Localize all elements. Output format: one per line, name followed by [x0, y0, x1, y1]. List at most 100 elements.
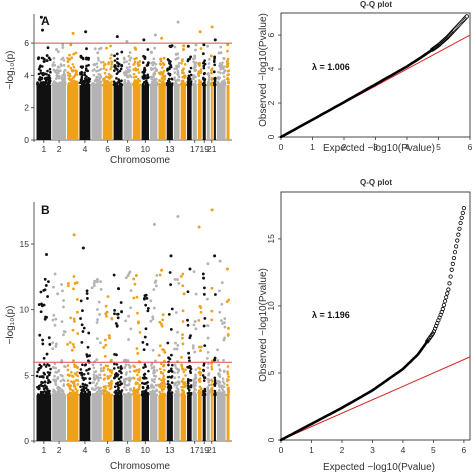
snp-point [93, 79, 97, 82]
snp-point [226, 49, 229, 53]
qq-b-observed-point [459, 215, 464, 220]
snp-point [197, 319, 201, 322]
snp-point [125, 371, 128, 374]
peak-snp-point [96, 51, 100, 55]
snp-point [212, 70, 216, 74]
snp-point [61, 79, 65, 83]
snp-point [154, 359, 157, 363]
snp-point [87, 359, 90, 363]
snp-point [226, 59, 229, 63]
snp-point [76, 374, 80, 378]
snp-point [81, 382, 85, 386]
snp-point [161, 80, 165, 84]
snp-point [163, 74, 167, 78]
snp-point [177, 281, 181, 285]
snp-point [153, 392, 157, 396]
qq-b-ytick-label: 0 [266, 437, 276, 442]
snp-point [194, 368, 198, 371]
snp-point [203, 316, 207, 320]
qq-b-plot-frame [280, 191, 471, 441]
snp-point [166, 386, 170, 389]
snp-point [223, 65, 226, 68]
snp-point [91, 83, 95, 87]
snp-point [209, 54, 213, 58]
snp-point [51, 341, 55, 344]
snp-point [173, 76, 176, 79]
manhattan-panel-b: B −log₁₀(p) Chromosome 0 5 10 15 1 2 4 6 8 10 13 17… [5, 202, 232, 472]
snp-point [99, 369, 103, 373]
snp-point [180, 83, 184, 87]
snp-point [120, 389, 124, 392]
qq-a-observed-point [448, 31, 454, 36]
snp-point [151, 63, 155, 67]
snp-point [128, 370, 132, 373]
snp-point [141, 83, 145, 87]
snp-point [216, 348, 219, 352]
snp-point [85, 64, 88, 68]
snp-point [95, 358, 99, 362]
snp-point [182, 81, 186, 85]
snp-point [154, 383, 158, 387]
qq-a-observed-point [447, 32, 453, 37]
snp-point [103, 377, 106, 381]
snp-point [41, 83, 45, 86]
snp-point [68, 393, 71, 397]
snp-point [192, 270, 196, 273]
peak-snp-point [176, 20, 180, 24]
snp-point [86, 372, 90, 375]
snp-point [57, 387, 61, 390]
snp-point [115, 374, 119, 378]
snp-point [162, 69, 166, 73]
snp-point [191, 57, 195, 61]
snp-point [150, 67, 153, 70]
snp-point [128, 58, 132, 62]
snp-point [98, 73, 102, 77]
peak-snp-point [160, 268, 164, 272]
snp-point [141, 381, 144, 385]
snp-point [134, 68, 138, 72]
snp-point [53, 272, 57, 276]
snp-point [43, 363, 46, 366]
snp-point [144, 365, 147, 368]
snp-point [46, 69, 49, 73]
snp-point [180, 355, 183, 359]
snp-point [106, 392, 110, 395]
snp-point [202, 286, 206, 290]
chromosome-9-points-band [132, 395, 141, 441]
snp-point [124, 358, 128, 362]
snp-point [154, 279, 158, 283]
snp-point [138, 379, 142, 382]
snp-point [180, 365, 184, 369]
manhattan-a-xtick-label: 8 [125, 144, 130, 154]
snp-point [193, 350, 197, 354]
snp-point [76, 371, 79, 374]
snp-point [162, 56, 166, 60]
snp-point [129, 327, 133, 331]
snp-point [147, 369, 150, 373]
snp-point [96, 56, 100, 60]
snp-point [52, 61, 56, 64]
snp-point [132, 72, 136, 76]
snp-point [99, 341, 102, 345]
snp-point [45, 352, 49, 356]
snp-point [150, 383, 153, 386]
chromosome-8-points-band [123, 85, 132, 140]
snp-point [66, 282, 70, 285]
snp-point [202, 292, 206, 296]
snp-point [110, 80, 113, 83]
peak-snp-point [73, 281, 77, 285]
snp-point [72, 345, 76, 349]
snp-point [87, 391, 91, 394]
snp-point [213, 293, 217, 296]
snp-point [168, 67, 171, 71]
snp-point [116, 70, 120, 74]
snp-point [141, 76, 145, 80]
snp-point [95, 280, 99, 284]
snp-point [43, 387, 46, 390]
snp-point [192, 77, 195, 81]
snp-point [109, 67, 112, 71]
snp-point [85, 47, 88, 51]
qq-b-observed-point [440, 306, 445, 312]
snp-point [46, 375, 49, 378]
